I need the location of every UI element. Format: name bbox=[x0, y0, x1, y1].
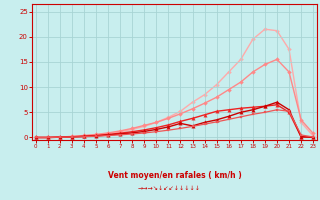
X-axis label: Vent moyen/en rafales ( km/h ): Vent moyen/en rafales ( km/h ) bbox=[108, 171, 241, 180]
Text: →→→↘↓↙↙↓↓↓↓↓: →→→↘↓↙↙↓↓↓↓↓ bbox=[137, 186, 200, 191]
